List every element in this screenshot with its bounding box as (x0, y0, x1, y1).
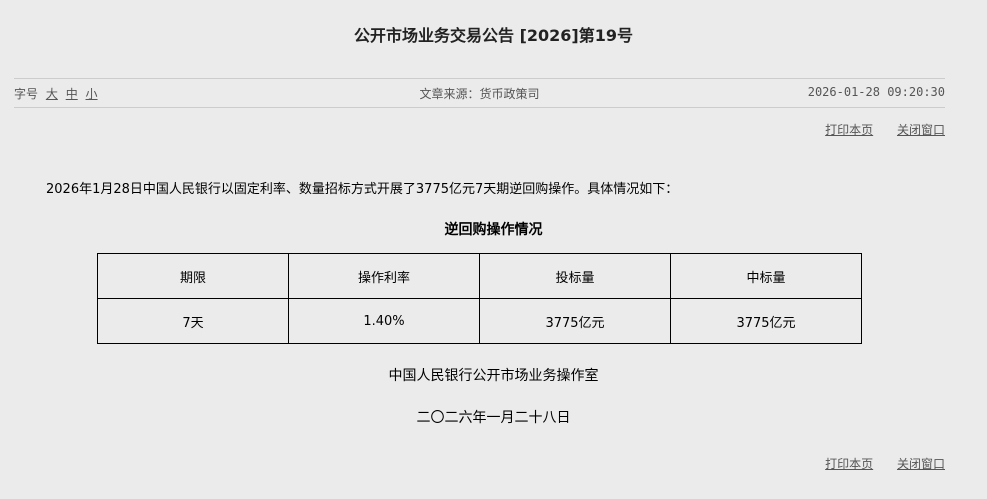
cell-term: 7天 (97, 298, 289, 344)
close-window-link[interactable]: 关闭窗口 (896, 123, 945, 137)
print-link[interactable]: 打印本页 (825, 457, 874, 471)
top-links: 打印本页 关闭窗口 (805, 121, 945, 138)
table-title: 逆回购操作情况 (444, 222, 543, 238)
header-cell: 投标量 (479, 253, 671, 299)
cell-awarded: 3775亿元 (670, 298, 862, 344)
operation-table: 期限 操作利率 投标量 中标量 7天 1.40% 3775亿元 3775亿元 (97, 253, 862, 344)
print-link[interactable]: 打印本页 (825, 123, 874, 137)
font-size-label: 字号 (14, 87, 39, 101)
font-medium-link[interactable]: 中 (65, 87, 78, 101)
table-header-row: 期限 操作利率 投标量 中标量 (97, 253, 862, 299)
page-title: 公开市场业务交易公告 [2026]第19号 (354, 26, 633, 45)
table-row: 7天 1.40% 3775亿元 3775亿元 (97, 298, 862, 344)
cell-bid: 3775亿元 (479, 298, 671, 344)
font-size-controls: 字号 大 中 小 (14, 85, 98, 102)
header-cell: 中标量 (670, 253, 862, 299)
close-window-link[interactable]: 关闭窗口 (896, 457, 945, 471)
header-cell: 操作利率 (288, 253, 480, 299)
intro-text: 2026年1月28日中国人民银行以固定利率、数量招标方式开展了3775亿元7天期… (46, 182, 679, 197)
cell-rate: 1.40% (288, 298, 480, 344)
article-source: 文章来源：货币政策司 (419, 87, 540, 101)
bottom-links: 打印本页 关闭窗口 (805, 455, 945, 472)
publish-datetime: 2026-01-28 09:20:30 (807, 85, 945, 99)
signature-date: 二〇二六年一月二十八日 (416, 410, 571, 426)
font-large-link[interactable]: 大 (45, 87, 58, 101)
font-small-link[interactable]: 小 (85, 87, 98, 101)
signature-org: 中国人民银行公开市场业务操作室 (388, 368, 599, 384)
meta-bar: 字号 大 中 小 文章来源：货币政策司 2026-01-28 09:20:30 (14, 78, 945, 108)
header-cell: 期限 (97, 253, 289, 299)
